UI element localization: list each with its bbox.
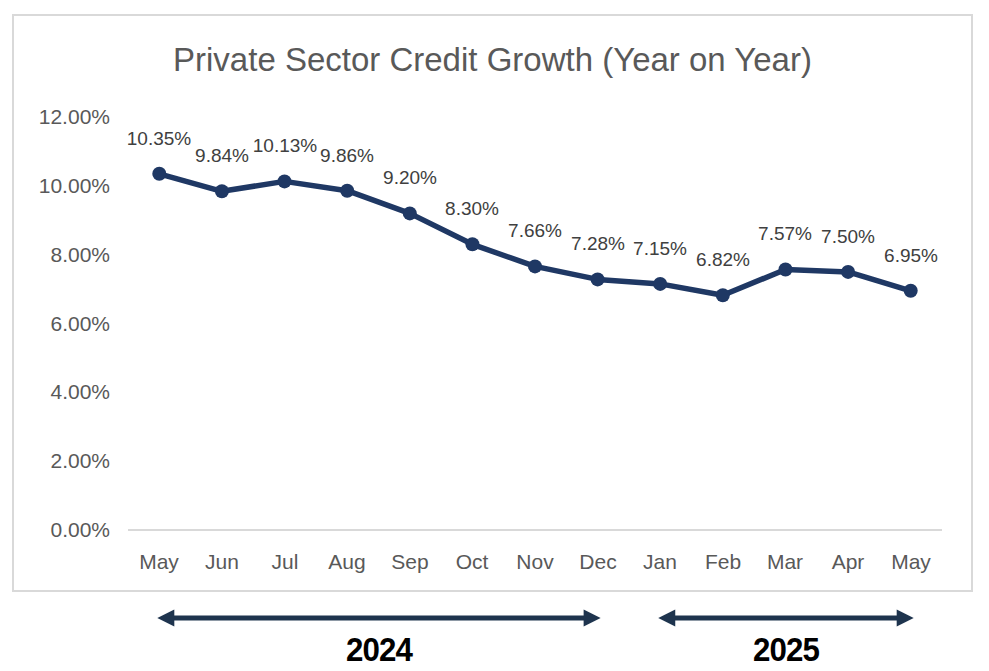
y-axis-tick-label: 4.00% xyxy=(0,380,110,404)
data-point-marker xyxy=(841,265,855,279)
data-label: 6.95% xyxy=(861,245,961,267)
x-axis-category-label: May xyxy=(871,550,951,574)
data-point-marker xyxy=(591,272,605,286)
arrow-head-left xyxy=(658,610,675,627)
y-axis-tick-label: 0.00% xyxy=(0,518,110,542)
y-axis-tick-label: 2.00% xyxy=(0,449,110,473)
arrow-head-right xyxy=(897,610,914,627)
data-label: 8.30% xyxy=(422,198,522,220)
y-axis-tick-label: 6.00% xyxy=(0,312,110,336)
arrow-head-right xyxy=(584,610,601,627)
y-axis-tick-label: 10.00% xyxy=(0,174,110,198)
data-point-marker xyxy=(215,184,229,198)
arrow-head-left xyxy=(157,610,174,627)
data-label: 9.20% xyxy=(360,167,460,189)
chart-canvas: Private Sector Credit Growth (Year on Ye… xyxy=(0,0,989,671)
data-point-marker xyxy=(528,259,542,273)
data-point-marker xyxy=(716,288,730,302)
data-point-marker xyxy=(779,263,793,277)
year-span-label: 2024 xyxy=(324,631,434,667)
data-point-marker xyxy=(403,206,417,220)
data-point-marker xyxy=(152,167,166,181)
data-point-marker xyxy=(653,277,667,291)
data-point-marker xyxy=(340,184,354,198)
data-label: 6.82% xyxy=(673,249,773,271)
data-point-marker xyxy=(278,174,292,188)
data-point-marker xyxy=(465,237,479,251)
year-span-arrows xyxy=(157,610,913,627)
data-point-marker xyxy=(904,284,918,298)
y-axis-tick-label: 8.00% xyxy=(0,243,110,267)
data-label: 9.86% xyxy=(297,145,397,167)
y-axis-tick-label: 12.00% xyxy=(0,105,110,129)
year-span-label: 2025 xyxy=(731,631,841,667)
